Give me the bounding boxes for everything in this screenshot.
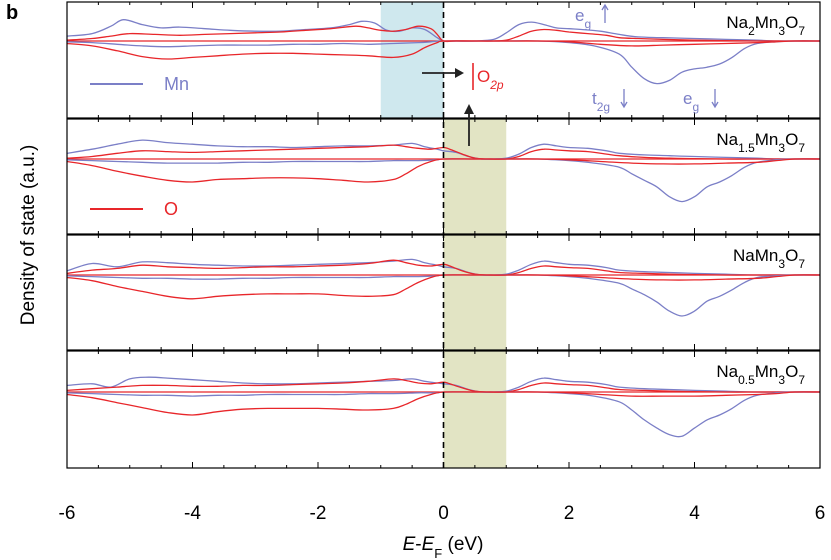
legend-label: O [164, 199, 178, 219]
x-tick-label: 2 [564, 503, 575, 524]
series-o-down [66, 391, 821, 416]
o2p-arrowhead-right [455, 68, 464, 78]
y-axis-label: Density of state (a.u.) [18, 145, 39, 326]
x-tick-label: 4 [689, 503, 700, 524]
spin-down-arrowhead [711, 101, 719, 109]
legend-label: Mn [164, 74, 189, 94]
x-tick-label: 6 [815, 503, 826, 524]
orbital-annotation: t2g [592, 89, 610, 114]
series-o-up [66, 144, 820, 160]
series-o-down [66, 274, 821, 300]
x-tick-label: 0 [438, 503, 449, 524]
spin-down-arrowhead [620, 101, 628, 109]
x-axis-label: E-EF (eV) [403, 534, 484, 560]
o2p-arrowhead-up [464, 104, 474, 114]
panel-label: Na2Mn3O7 [726, 13, 805, 38]
series-o-up [66, 378, 820, 393]
panel-label: NaMn3O7 [733, 246, 805, 271]
panel-label: Na1.5Mn3O7 [716, 130, 805, 155]
text-layer: -6 -4 -2 0 2 4 6 Na2Mn3O7 Na1.5Mn3O7 NaMn3O7 Na0.5… [59, 3, 826, 524]
highlight-layer [380, 2, 507, 468]
orbital-annotation: eg [683, 89, 699, 114]
x-tick-label: -6 [59, 503, 76, 524]
orbital-annotation: eg [575, 6, 591, 31]
series-mn-up [66, 19, 820, 42]
o2p-label: O2p [477, 67, 504, 92]
series-o-up [66, 259, 820, 276]
x-tick-label: -4 [184, 503, 201, 524]
frame-layer [66, 1, 821, 469]
spin-up-arrowhead [601, 3, 609, 11]
curves-layer [66, 19, 821, 438]
figure-letter: b [6, 2, 18, 24]
highlight-region-blue [380, 2, 444, 118]
highlight-region-olive [443, 119, 507, 468]
series-o-down [66, 40, 821, 60]
panel-label: Na0.5Mn3O7 [716, 362, 805, 387]
series-o-down [66, 158, 821, 183]
x-tick-label: -2 [310, 503, 327, 524]
